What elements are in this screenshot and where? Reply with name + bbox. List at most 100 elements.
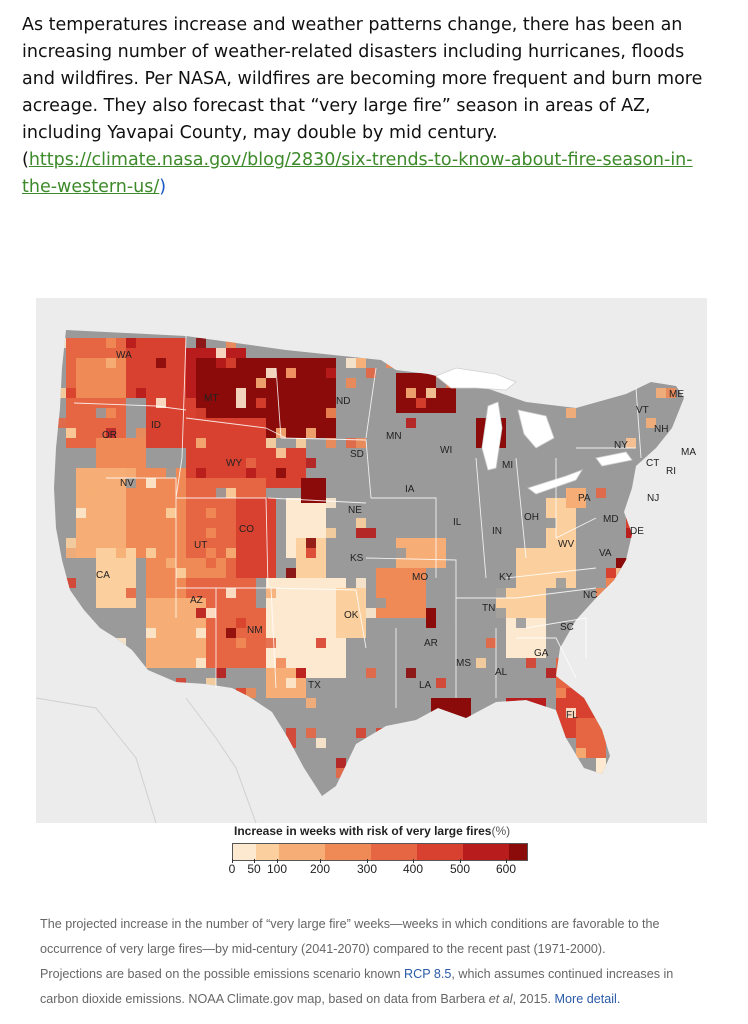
- state-label-tx: TX: [308, 680, 321, 691]
- risk-region-c0: [596, 758, 606, 778]
- grid-cell: [376, 518, 386, 528]
- grid-cell: [606, 578, 616, 588]
- grid-cell: [496, 508, 506, 518]
- legend-tick-mark: [367, 859, 368, 863]
- grid-cell: [56, 388, 66, 398]
- state-label-id: ID: [151, 420, 161, 431]
- grid-cell: [296, 708, 306, 718]
- legend-tick-label: 400: [402, 862, 424, 876]
- mexico-coast-outline: [185, 697, 257, 823]
- grid-cell: [356, 578, 366, 588]
- state-label-va: VA: [599, 548, 612, 559]
- state-label-mo: MO: [412, 572, 428, 583]
- state-label-md: MD: [603, 514, 619, 525]
- grid-cell: [466, 568, 476, 578]
- grid-cell: [126, 478, 136, 488]
- grid-cell: [256, 348, 266, 358]
- state-label-ky: KY: [499, 572, 513, 583]
- risk-region-c50: [516, 548, 576, 588]
- legend-tick-label: 300: [356, 862, 378, 876]
- grid-cell: [436, 378, 446, 388]
- caption-line-3a: Projections are based on the possible em…: [40, 967, 405, 981]
- grid-cell: [106, 408, 116, 418]
- grid-cell: [286, 678, 296, 688]
- grid-cell: [166, 668, 176, 678]
- more-detail-link[interactable]: More detail.: [554, 992, 621, 1006]
- grid-cell: [286, 738, 296, 748]
- grid-cell: [566, 408, 576, 418]
- grid-cell: [626, 438, 636, 448]
- state-label-pa: PA: [578, 493, 591, 504]
- grid-cell: [196, 608, 206, 618]
- grid-cell: [286, 568, 296, 578]
- grid-cell: [396, 628, 406, 638]
- grid-cell: [256, 378, 266, 388]
- grid-cell: [66, 538, 76, 548]
- state-borders: [73, 335, 642, 708]
- grid-cell: [596, 488, 606, 498]
- grid-cell: [556, 688, 566, 698]
- grid-cell: [206, 608, 216, 618]
- grid-cell: [266, 438, 276, 448]
- state-label-wy: WY: [226, 458, 242, 469]
- grid-cell: [106, 428, 116, 438]
- grid-cell: [346, 378, 356, 388]
- grid-cell: [416, 528, 426, 538]
- state-label-sc: SC: [560, 622, 574, 633]
- grid-cell: [396, 548, 406, 558]
- state-label-il: IL: [453, 517, 462, 528]
- link-open-paren: (: [22, 150, 29, 170]
- grid-cell: [476, 658, 486, 668]
- legend-swatch-c0: [233, 844, 256, 860]
- grid-cell: [256, 478, 266, 488]
- legend-tick-mark: [320, 859, 321, 863]
- grid-cell: [306, 428, 316, 438]
- grid-cell: [206, 548, 216, 558]
- state-label-nc: NC: [583, 590, 597, 601]
- grid-cell: [136, 408, 146, 418]
- grid-cell: [236, 528, 246, 538]
- legend-tick-label: 50: [247, 862, 261, 876]
- grid-cell: [216, 488, 226, 498]
- grid-cell: [406, 388, 416, 398]
- grid-cell: [296, 668, 306, 678]
- grid-cell: [586, 588, 596, 598]
- grid-cell: [306, 458, 316, 468]
- state-label-az: AZ: [190, 595, 203, 606]
- grid-cell: [316, 638, 326, 648]
- grid-cell: [76, 508, 86, 518]
- grid-cell: [206, 678, 216, 688]
- lake-erie: [527, 469, 583, 495]
- grid-cell: [166, 468, 176, 478]
- grid-cell: [306, 538, 316, 548]
- state-label-fl: FL: [566, 710, 578, 721]
- grid-cell: [206, 508, 216, 518]
- grid-cell: [646, 418, 656, 428]
- grid-cell: [126, 468, 136, 478]
- legend-swatch-c400: [417, 844, 463, 860]
- grid-cell: [306, 728, 316, 738]
- grid-cell: [146, 478, 156, 488]
- grid-cell: [86, 488, 96, 498]
- state-label-nh: NH: [654, 424, 668, 435]
- risk-region-c100: [566, 488, 586, 508]
- grid-cell: [56, 418, 66, 428]
- caption-line-2: occurrence of very large fires—by mid-ce…: [40, 942, 606, 956]
- grid-cell: [366, 368, 376, 378]
- nasa-blog-link[interactable]: https://climate.nasa.gov/blog/2830/six-t…: [22, 150, 693, 197]
- grid-cell: [246, 468, 256, 478]
- grid-cell: [156, 358, 166, 368]
- grid-cell: [546, 668, 556, 678]
- risk-region-c200: [376, 568, 426, 618]
- grid-cell: [436, 518, 446, 528]
- grid-cell: [476, 618, 486, 628]
- lake-superior: [435, 367, 517, 391]
- grid-cell: [356, 728, 366, 738]
- grid-cell: [126, 588, 136, 598]
- rcp-link[interactable]: RCP 8.5: [404, 967, 452, 981]
- state-label-wv: WV: [558, 539, 574, 550]
- grid-cell: [346, 358, 356, 368]
- grid-cell: [586, 438, 596, 448]
- state-label-mi: MI: [502, 460, 513, 471]
- grid-cell: [306, 548, 316, 558]
